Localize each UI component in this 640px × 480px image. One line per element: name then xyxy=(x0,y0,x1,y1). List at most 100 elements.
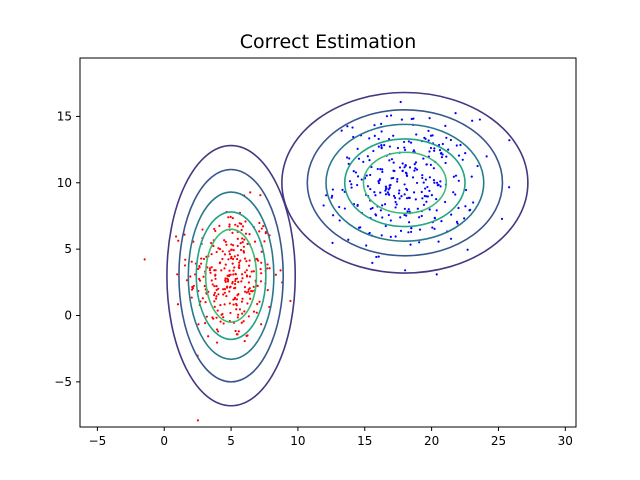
scatter-point xyxy=(242,320,245,323)
scatter-point xyxy=(416,207,419,210)
scatter-point xyxy=(240,321,243,324)
scatter-point xyxy=(412,191,416,194)
scatter-point xyxy=(241,312,244,315)
scatter-point xyxy=(412,149,415,152)
scatter-point xyxy=(221,312,224,316)
scatter-point xyxy=(246,242,249,246)
scatter-point xyxy=(239,259,242,262)
scatter-point xyxy=(418,216,421,219)
scatter-point xyxy=(243,310,246,313)
scatter-point xyxy=(399,100,402,104)
scatter-point xyxy=(252,270,255,273)
scatter-point xyxy=(388,186,391,190)
scatter-point xyxy=(222,316,225,319)
scatter-point xyxy=(398,189,401,192)
scatter-point xyxy=(373,191,376,194)
scatter-point xyxy=(375,255,378,259)
scatter-point xyxy=(248,275,252,278)
scatter-point xyxy=(235,308,238,311)
scatter-point xyxy=(224,280,227,283)
scatter-point xyxy=(213,227,216,231)
scatter-point xyxy=(247,264,251,267)
scatter-point xyxy=(255,311,258,314)
scatter-point xyxy=(403,148,407,152)
scatter-point xyxy=(215,288,218,292)
scatter-point xyxy=(289,299,292,303)
scatter-point xyxy=(221,257,224,261)
scatter-point xyxy=(378,178,382,181)
scatter-point xyxy=(379,209,382,212)
scatter-point xyxy=(259,194,262,197)
scatter-point xyxy=(350,186,353,189)
scatter-point xyxy=(217,287,220,290)
scatter-point xyxy=(461,158,464,161)
scatter-point xyxy=(202,275,205,278)
scatter-point xyxy=(243,339,246,343)
scatter-point xyxy=(218,224,221,227)
scatter-point xyxy=(237,330,240,333)
scatter-point xyxy=(248,259,251,262)
scatter-point xyxy=(379,191,382,194)
scatter-point xyxy=(357,157,361,160)
scatter-point xyxy=(409,243,412,246)
scatter-point xyxy=(216,330,220,333)
scatter-point xyxy=(191,285,194,289)
scatter-point xyxy=(433,227,436,230)
scatter-point xyxy=(368,159,371,162)
scatter-point xyxy=(366,155,369,158)
scatter-point xyxy=(235,257,239,261)
scatter-point xyxy=(212,317,215,320)
contour-ellipse xyxy=(187,191,275,361)
scatter-point xyxy=(232,273,235,276)
scatter-point xyxy=(210,241,213,245)
scatter-point xyxy=(227,258,230,261)
scatter-point xyxy=(444,124,447,127)
scatter-point xyxy=(215,328,219,331)
scatter-point xyxy=(228,269,231,272)
scatter-point xyxy=(508,186,511,189)
scatter-point xyxy=(438,149,442,152)
scatter-point xyxy=(229,311,232,315)
scatter-point xyxy=(394,200,397,204)
scatter-point xyxy=(408,196,411,200)
scatter-point xyxy=(392,194,396,198)
scatter-point xyxy=(229,273,232,276)
contour-ellipse xyxy=(195,211,267,341)
scatter-point xyxy=(341,188,344,191)
scatter-point xyxy=(399,229,403,233)
scatter-point xyxy=(418,241,421,244)
scatter-point xyxy=(235,304,238,307)
scatter-point xyxy=(252,285,255,288)
scatter-point xyxy=(247,290,250,293)
scatter-point xyxy=(243,257,247,260)
scatter-point xyxy=(388,159,391,162)
scatter-point xyxy=(219,304,222,307)
scatter-point xyxy=(444,161,447,165)
scatter-point xyxy=(248,287,251,290)
scatter-point xyxy=(400,195,403,198)
scatter-point xyxy=(384,224,387,228)
scatter-point xyxy=(405,197,409,200)
scatter-point xyxy=(227,216,230,219)
scatter-point xyxy=(197,267,200,271)
scatter-point xyxy=(224,240,227,243)
scatter-point xyxy=(384,189,387,192)
scatter-point xyxy=(413,169,416,172)
scatter-point xyxy=(377,181,381,185)
scatter-point xyxy=(454,174,458,177)
scatter-point xyxy=(346,125,349,128)
scatter-point xyxy=(379,168,382,171)
scatter-point xyxy=(433,147,436,150)
scatter-point xyxy=(266,288,269,292)
scatter-point xyxy=(371,206,374,210)
scatter-point xyxy=(396,180,399,183)
scatter-point xyxy=(403,146,406,149)
scatter-point xyxy=(420,214,423,218)
scatter-point xyxy=(217,293,220,296)
scatter-point xyxy=(238,261,241,264)
scatter-point xyxy=(242,245,245,248)
scatter-point xyxy=(230,255,233,259)
scatter-point xyxy=(210,266,213,269)
scatter-point xyxy=(227,278,230,282)
scatter-point xyxy=(452,175,455,178)
